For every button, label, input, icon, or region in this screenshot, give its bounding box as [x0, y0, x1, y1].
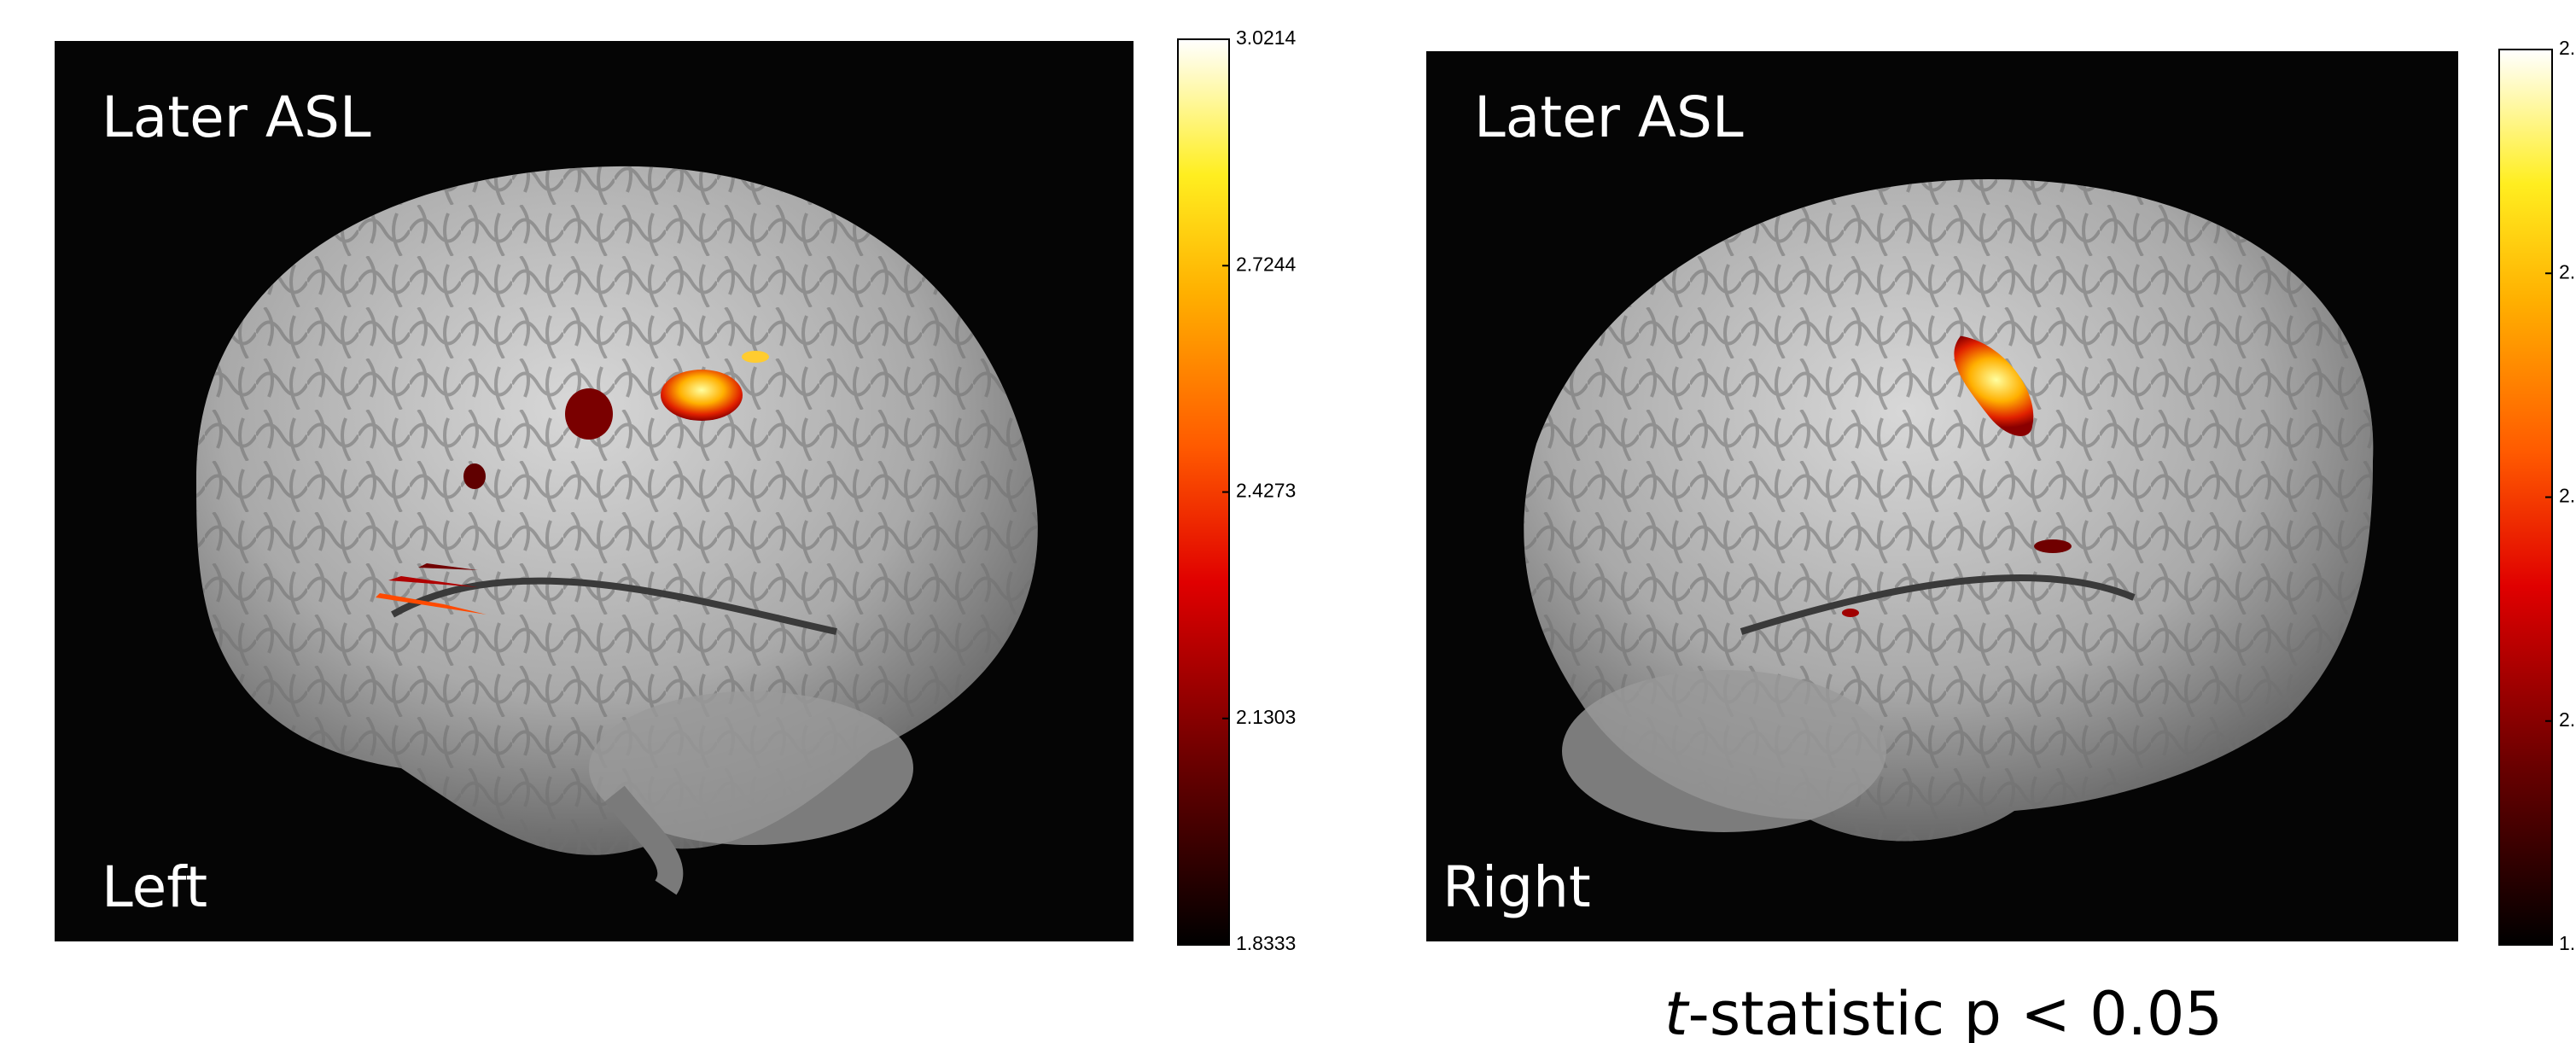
caption-italic: t — [1664, 979, 1690, 1043]
colorbar-tick-label: 2.4273 — [1236, 480, 1296, 502]
colorbar-tick-label: 1. — [2559, 932, 2575, 954]
colorbar — [1178, 39, 1229, 945]
colorbar-tick-label: 2.1303 — [1236, 706, 1296, 728]
right-panel: Later ASL Right — [1426, 51, 2458, 941]
panel-side: Left — [102, 854, 207, 920]
left-panel: Later ASL Left — [55, 41, 1134, 941]
panel-side: Right — [1442, 854, 1591, 920]
colorbar-tick-label: 2. — [2559, 485, 2575, 507]
panel-title: Later ASL — [1474, 84, 1744, 150]
caption: t-statistic p < 0.05 — [1664, 979, 2223, 1043]
figure: Later ASL Left Later ASL Right 3.0214 2.7… — [0, 0, 2576, 1043]
caption-text: -statistic p < 0.05 — [1687, 979, 2223, 1043]
colorbar-tick-label: 2. — [2559, 260, 2575, 283]
colorbar — [2499, 50, 2552, 945]
colorbar-tick-label: 3.0214 — [1236, 26, 1297, 49]
colorbar-tick-label: 2. — [2559, 37, 2575, 59]
colorbar-tick-label: 1.8333 — [1236, 932, 1296, 954]
colorbar-tick-label: 2.7244 — [1236, 253, 1297, 275]
colorbar-tick-label: 2. — [2559, 708, 2575, 731]
panel-title: Later ASL — [102, 84, 371, 150]
